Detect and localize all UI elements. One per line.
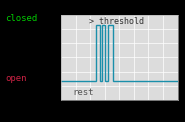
Text: open: open	[6, 74, 27, 83]
Text: rest: rest	[73, 88, 94, 97]
Text: closed: closed	[6, 14, 38, 23]
Text: > threshold: > threshold	[90, 17, 144, 26]
